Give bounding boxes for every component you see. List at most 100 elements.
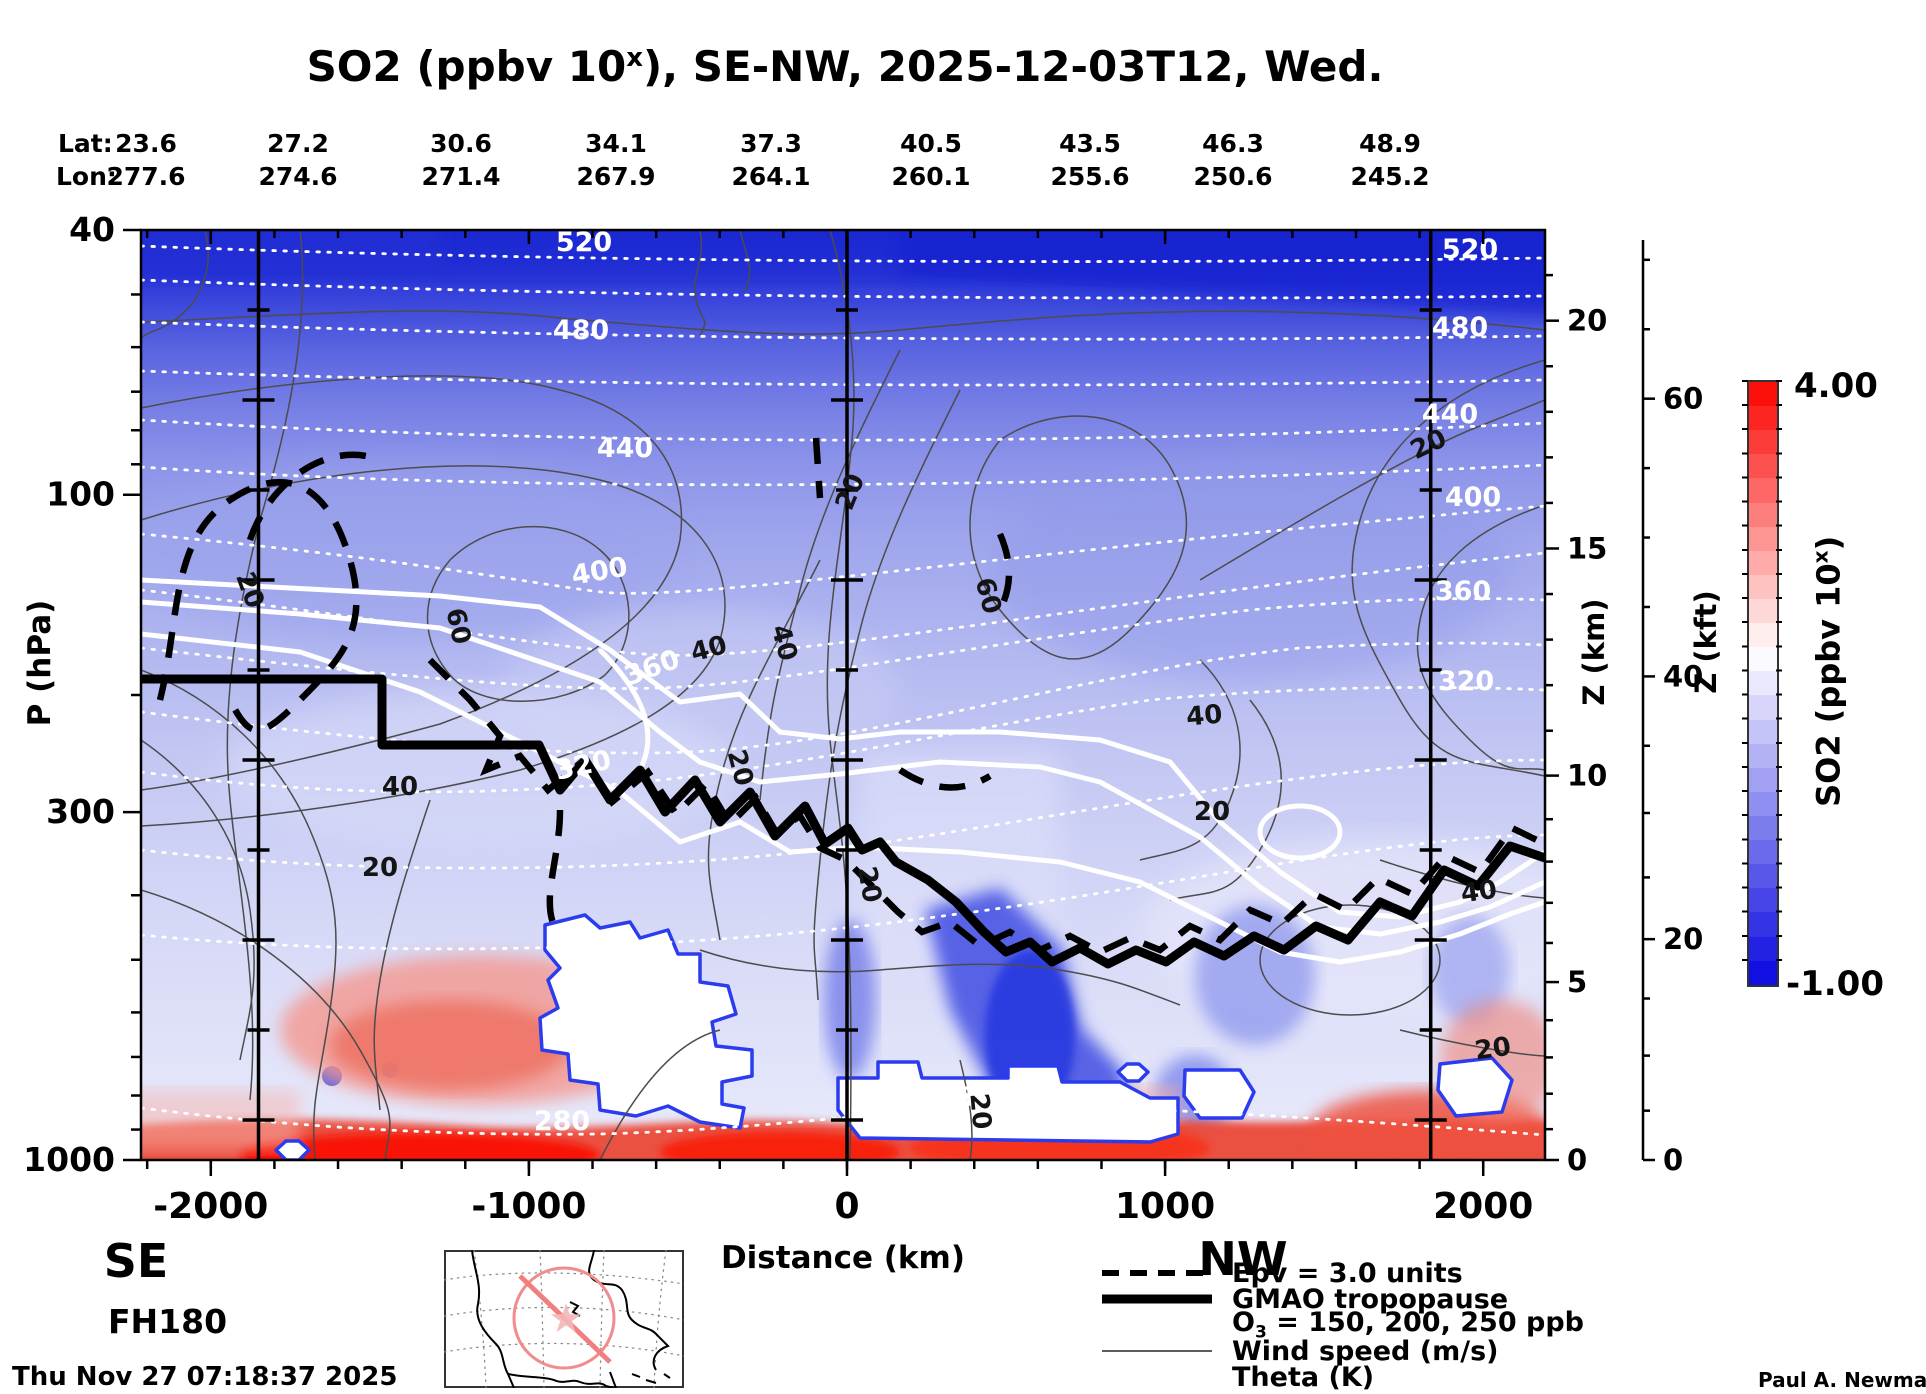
tick-label: 100 bbox=[46, 475, 115, 514]
lat-value: 34.1 bbox=[556, 129, 676, 158]
theta-label: 440 bbox=[1422, 399, 1478, 430]
lon-value: 264.1 bbox=[711, 162, 831, 191]
colorbar-segment bbox=[1749, 575, 1777, 599]
colorbar-segment bbox=[1749, 478, 1777, 502]
tick-label: 10 bbox=[1567, 759, 1607, 793]
colorbar-segment bbox=[1749, 912, 1777, 936]
colorbar-segment bbox=[1749, 430, 1777, 454]
tick-label: 15 bbox=[1567, 531, 1607, 565]
lat-value: 43.5 bbox=[1030, 129, 1150, 158]
colorbar-segment bbox=[1749, 551, 1777, 575]
colorbar-segment bbox=[1749, 961, 1777, 985]
ozone-line-sample bbox=[1102, 1320, 1212, 1330]
colorbar-segment bbox=[1749, 454, 1777, 478]
colorbar-segment bbox=[1749, 527, 1777, 551]
legend: Epv = 3.0 units GMAO tropopause O3 = 150… bbox=[1078, 1250, 1484, 1392]
colorbar-left-ticks bbox=[1742, 380, 1748, 983]
lon-value: 255.6 bbox=[1030, 162, 1150, 191]
tick-label: 0 bbox=[1663, 1143, 1683, 1177]
colorbar-segment bbox=[1749, 888, 1777, 912]
colorbar-segment bbox=[1749, 647, 1777, 671]
colorbar-right-ticks bbox=[1776, 380, 1782, 983]
legend-row-theta: Theta (K) bbox=[1102, 1364, 1474, 1390]
map-center-star: ★ bbox=[548, 1296, 584, 1342]
credit: Paul A. Newman (NASA bbox=[1758, 1368, 1926, 1392]
wind-speed-label: 40 bbox=[1185, 700, 1224, 733]
so2-fill-field bbox=[100, 210, 1620, 1210]
tick-label: 0 bbox=[1567, 1143, 1587, 1177]
colorbar-segment bbox=[1749, 720, 1777, 744]
wind-speed-label: 40 bbox=[1459, 875, 1499, 910]
colorbar-segment bbox=[1749, 671, 1777, 695]
theta-label: 480 bbox=[1432, 312, 1488, 343]
colorbar-segment bbox=[1749, 937, 1777, 961]
lon-value: 267.9 bbox=[556, 162, 676, 191]
wind-line-sample bbox=[1102, 1348, 1212, 1354]
tick-label: 300 bbox=[46, 792, 115, 831]
lon-value: 245.2 bbox=[1330, 162, 1450, 191]
tick-label: 20 bbox=[1567, 304, 1607, 338]
epv-line-sample bbox=[1102, 1268, 1212, 1278]
colorbar-segment bbox=[1749, 599, 1777, 623]
timestamp: Thu Nov 27 07:18:37 2025 bbox=[12, 1362, 397, 1392]
wind-speed-label: 20 bbox=[1194, 797, 1230, 827]
lat-value: 40.5 bbox=[871, 129, 991, 158]
tick-label: 2000 bbox=[1433, 1186, 1533, 1227]
lat-value: 46.3 bbox=[1173, 129, 1293, 158]
lat-value: 23.6 bbox=[86, 129, 206, 158]
colorbar bbox=[1747, 380, 1779, 987]
lon-value: 274.6 bbox=[238, 162, 358, 191]
wind-speed-label: 20 bbox=[1473, 1032, 1513, 1067]
colorbar-max-label: 4.00 bbox=[1794, 366, 1878, 406]
page-title: SO2 (ppbv 10x), SE-NW, 2025-12-03T12, We… bbox=[0, 42, 1690, 91]
colorbar-segment bbox=[1749, 840, 1777, 864]
so2-cross-section-figure: { "title": {"pre": "SO2 (ppbv 10", "sup"… bbox=[0, 0, 1926, 1394]
lon-value: 277.6 bbox=[86, 162, 206, 191]
theta-label: 400 bbox=[1445, 482, 1501, 513]
lon-value: 271.4 bbox=[401, 162, 521, 191]
lat-value: 37.3 bbox=[711, 129, 831, 158]
tick-label: 20 bbox=[1663, 922, 1703, 956]
tick-label: 1000 bbox=[23, 1140, 115, 1179]
section-start-label: SE bbox=[86, 1234, 186, 1288]
colorbar-segment bbox=[1749, 792, 1777, 816]
wind-speed-label: 20 bbox=[963, 1092, 996, 1131]
cross-section-plot: 5205204804804404404004003603603203202802… bbox=[0, 0, 1926, 1394]
pressure-axis-title: P (hPa) bbox=[22, 583, 58, 743]
colorbar-segment bbox=[1749, 503, 1777, 527]
tick-label: 5 bbox=[1567, 965, 1587, 999]
wind-speed-label: 40 bbox=[382, 772, 418, 802]
lon-value: 260.1 bbox=[871, 162, 991, 191]
zkft-axis-title: Z (kft) bbox=[1689, 562, 1723, 722]
map-inset: ★ bbox=[444, 1250, 684, 1388]
lat-value: 48.9 bbox=[1330, 129, 1450, 158]
theta-label: 320 bbox=[1438, 666, 1494, 697]
legend-row-o3: O3 = 150, 200, 250 ppb bbox=[1102, 1312, 1474, 1338]
colorbar-segment bbox=[1749, 816, 1777, 840]
colorbar-segment bbox=[1749, 623, 1777, 647]
theta-label: 440 bbox=[597, 433, 653, 464]
theta-line-sample bbox=[1102, 1373, 1212, 1381]
colorbar-segment bbox=[1749, 695, 1777, 719]
lat-value: 30.6 bbox=[401, 129, 521, 158]
colorbar-segment bbox=[1749, 382, 1777, 406]
zkm-axis-title: Z (km) bbox=[1577, 572, 1611, 732]
theta-label: 520 bbox=[1442, 234, 1498, 265]
legend-row-epv: Epv = 3.0 units bbox=[1102, 1260, 1474, 1286]
tick-label: -2000 bbox=[153, 1186, 268, 1227]
colorbar-segment bbox=[1749, 744, 1777, 768]
colorbar-segment bbox=[1749, 406, 1777, 430]
tick-label: 40 bbox=[69, 210, 115, 249]
tick-label: 60 bbox=[1663, 382, 1703, 416]
wind-speed-label: 20 bbox=[851, 864, 887, 905]
colorbar-title: SO2 (ppbv 10x) bbox=[1809, 531, 1848, 811]
tropopause-line-sample bbox=[1102, 1293, 1212, 1305]
theta-label: 520 bbox=[556, 227, 612, 258]
theta-label: 360 bbox=[1435, 576, 1491, 607]
lat-value: 27.2 bbox=[238, 129, 358, 158]
theta-label: 480 bbox=[553, 315, 609, 346]
wind-speed-label: 20 bbox=[362, 853, 398, 883]
legend-row-wind: Wind speed (m/s) bbox=[1102, 1338, 1474, 1364]
tick-label: 0 bbox=[834, 1186, 859, 1227]
tick-label: 1000 bbox=[1115, 1186, 1215, 1227]
